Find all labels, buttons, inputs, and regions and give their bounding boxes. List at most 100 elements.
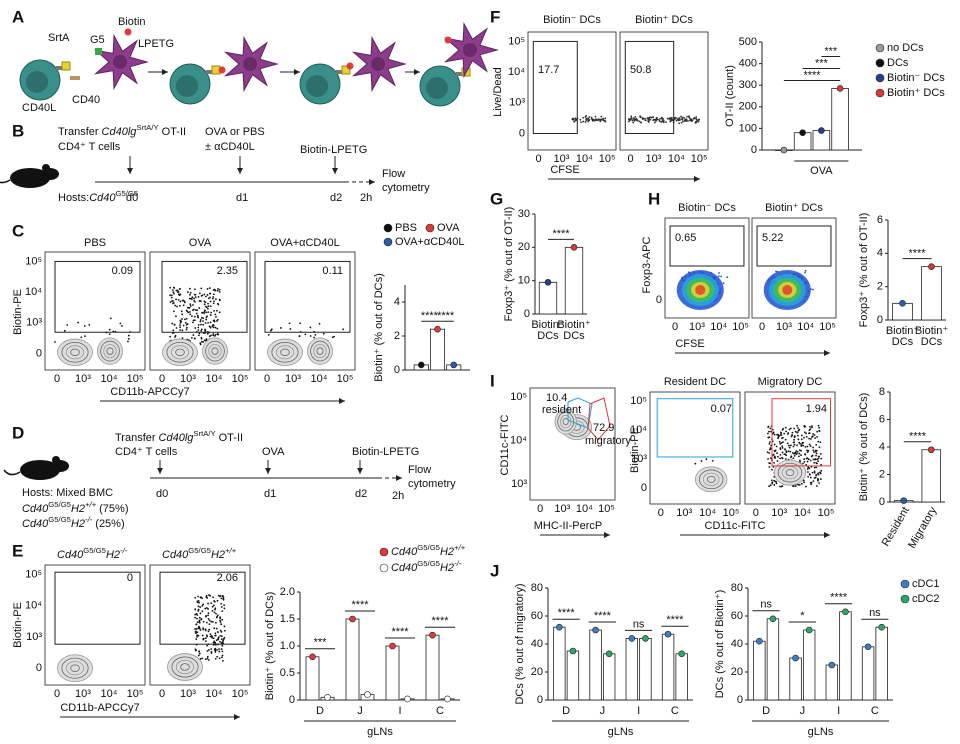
y-tick-label: 0	[737, 694, 743, 706]
event-dot	[806, 451, 809, 454]
mean-dot	[864, 643, 872, 651]
x-tick-label: C	[871, 705, 879, 717]
event-dot	[198, 300, 201, 302]
event-dot	[175, 315, 177, 318]
event-dot	[773, 456, 776, 459]
event-dot	[221, 644, 224, 647]
x-tick-label: 0	[759, 321, 765, 333]
y-tick-label: 10⁵	[25, 569, 42, 581]
event-dot	[185, 317, 188, 320]
event-dot	[688, 115, 690, 118]
event-dot	[816, 458, 818, 461]
sig-label: ns	[633, 618, 645, 630]
event-dot	[815, 466, 818, 469]
event-dot	[768, 485, 770, 488]
label: cytometry	[382, 182, 430, 194]
event-dot	[299, 322, 302, 325]
event-dot	[771, 468, 773, 471]
event-dot	[204, 309, 206, 312]
event-dot	[195, 628, 198, 630]
event-dot	[172, 329, 175, 332]
event-dot	[802, 441, 804, 444]
event-dot	[267, 333, 270, 336]
event-dot	[205, 634, 208, 637]
event-dot	[269, 329, 272, 332]
contour	[100, 340, 120, 362]
event-dot	[818, 446, 821, 449]
event-dot	[199, 612, 202, 615]
event-dot	[594, 115, 597, 118]
legend-label: Biotin⁺ DCs	[887, 87, 945, 99]
event-dot	[218, 311, 221, 314]
event-dot	[792, 445, 795, 448]
mean-dot	[792, 654, 799, 662]
event-dot	[638, 120, 641, 123]
event-dot	[798, 441, 801, 444]
event-dot	[193, 319, 196, 322]
event-dot	[289, 328, 292, 330]
event-dot	[806, 468, 809, 470]
event-dot	[678, 117, 681, 119]
x-tick-label: 0	[159, 688, 165, 700]
event-dot	[599, 120, 602, 123]
event-dot	[212, 297, 214, 300]
label-part: SrtA/Y	[193, 429, 215, 438]
event-dot	[194, 616, 196, 619]
event-dot	[188, 311, 191, 313]
event-dot	[220, 638, 223, 641]
event-dot	[198, 650, 201, 653]
srta	[341, 65, 351, 75]
event-dot	[172, 301, 175, 304]
event-dot	[786, 442, 789, 445]
event-dot	[213, 604, 215, 607]
event-dot	[194, 596, 197, 599]
event-dot	[726, 276, 729, 279]
event-dot	[194, 288, 196, 291]
contour	[180, 663, 190, 671]
plot-frame	[619, 31, 709, 151]
event-dot	[817, 473, 820, 476]
event-dot	[591, 119, 594, 122]
event-dot	[771, 482, 774, 485]
event-dot	[189, 293, 191, 296]
y-axis-title: Foxp3-APC	[641, 237, 653, 294]
x-tick-label: D	[316, 705, 324, 717]
contour	[166, 341, 194, 363]
y-axis-title: Biotin-PE	[12, 289, 24, 335]
event-dot	[796, 424, 798, 427]
event-dot	[784, 426, 787, 429]
bar	[538, 281, 558, 315]
event-dot	[788, 446, 791, 449]
event-dot	[813, 471, 816, 474]
event-dot	[803, 426, 806, 428]
legend-marker	[379, 547, 389, 557]
event-dot	[812, 446, 815, 449]
event-dot	[814, 437, 817, 439]
event-dot	[54, 340, 56, 343]
label-part: Cd40lg	[102, 126, 138, 138]
event-dot	[173, 323, 176, 326]
event-dot	[212, 596, 214, 599]
event-dot	[205, 615, 207, 618]
event-dot	[781, 456, 783, 459]
gate-value: 1.94	[806, 403, 827, 415]
gate-value: 5.22	[762, 232, 783, 244]
x-tick-label: 10⁵	[732, 321, 749, 333]
contour	[97, 337, 123, 365]
label: OVA or PBS	[205, 126, 265, 138]
plot-title: Biotin⁺ DCs	[765, 202, 823, 214]
event-dot	[642, 117, 645, 120]
y-tick-label: 4	[877, 247, 883, 259]
x-tick-label: I	[837, 705, 840, 717]
event-dot	[270, 328, 273, 331]
event-dot	[207, 297, 210, 300]
event-dot	[216, 320, 218, 322]
event-dot	[808, 432, 811, 434]
event-dot	[342, 328, 345, 331]
event-dot	[766, 432, 769, 435]
contour	[205, 340, 225, 362]
event-dot	[658, 120, 661, 123]
bar	[639, 638, 652, 701]
event-dot	[815, 454, 817, 457]
event-dot	[196, 614, 199, 616]
